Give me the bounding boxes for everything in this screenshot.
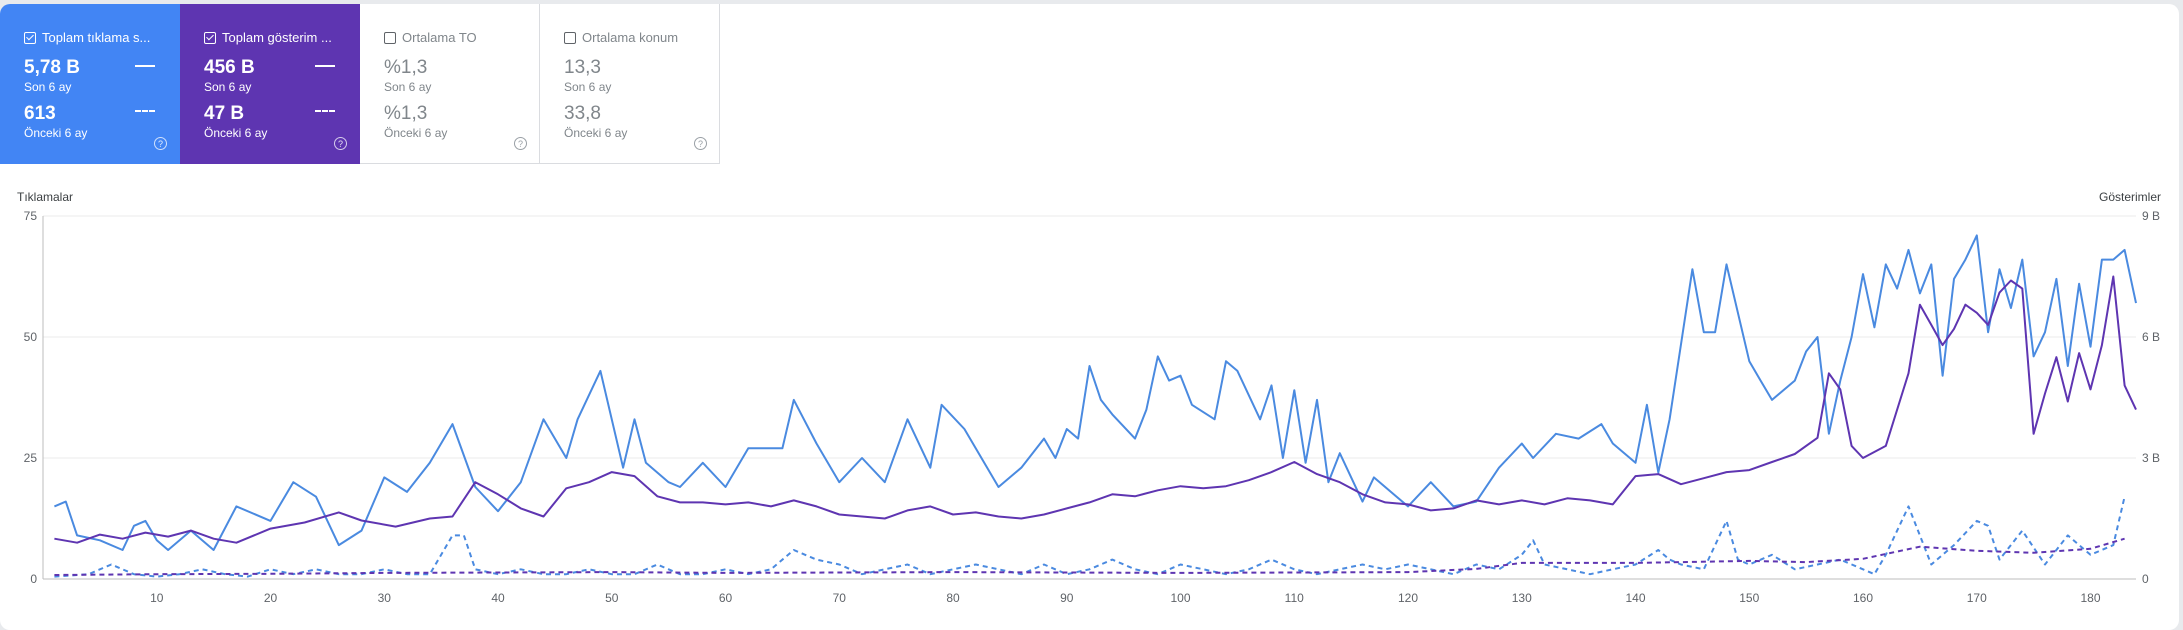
dashed-line-legend-icon: [135, 110, 155, 112]
previous-label: Önceki 6 ay: [24, 126, 88, 140]
x-axis-tick-label: 60: [719, 591, 733, 605]
previous-label: Önceki 6 ay: [384, 126, 448, 140]
checkbox-total-clicks[interactable]: [24, 31, 36, 44]
x-axis-tick-label: 10: [150, 591, 164, 605]
x-axis-tick-label: 140: [1625, 591, 1645, 605]
x-axis-tick-label: 150: [1739, 591, 1759, 605]
current-label: Son 6 ay: [564, 80, 612, 94]
current-value: 456 B: [204, 57, 255, 78]
card-header[interactable]: Toplam gösterim ...: [204, 30, 356, 45]
x-axis-tick-label: 110: [1285, 591, 1304, 605]
previous-metric: 33,8 Önceki 6 ay: [564, 103, 627, 141]
checkbox-average-ctr[interactable]: [384, 31, 396, 44]
x-axis-tick-label: 30: [378, 591, 392, 605]
right-axis-title: Gösterimler: [2098, 190, 2161, 204]
metric-cards: Toplam tıklama s... 5,78 B Son 6 ay 613 …: [0, 4, 720, 164]
card-title: Ortalama konum: [582, 30, 679, 45]
previous-metric: 47 B Önceki 6 ay: [204, 103, 267, 141]
previous-metric: 613 Önceki 6 ay: [24, 103, 87, 141]
card-title: Toplam tıklama s...: [42, 30, 151, 45]
previous-value: %1,3: [384, 103, 428, 124]
card-title: Toplam gösterim ...: [222, 30, 332, 45]
current-value: 13,3: [564, 57, 601, 78]
card-total-impressions[interactable]: Toplam gösterim ... 456 B Son 6 ay 47 B …: [180, 4, 360, 164]
checkbox-average-position[interactable]: [564, 31, 576, 44]
x-axis-tick-label: 160: [1853, 591, 1873, 605]
left-axis-title: Tıklamalar: [17, 190, 74, 204]
solid-line-legend-icon: [315, 65, 335, 67]
x-axis-tick-label: 130: [1512, 591, 1532, 605]
card-average-position[interactable]: Ortalama konum 13,3 Son 6 ay 33,8 Önceki…: [540, 4, 720, 164]
current-label: Son 6 ay: [384, 80, 432, 94]
current-metric: %1,3 Son 6 ay: [384, 57, 431, 95]
help-icon[interactable]: ?: [154, 137, 167, 150]
right-axis-tick-label: 9 B: [2142, 209, 2160, 223]
help-icon[interactable]: ?: [514, 137, 527, 150]
current-value: 5,78 B: [24, 57, 80, 78]
series-line-2: [54, 496, 2126, 578]
x-axis-tick-label: 80: [946, 591, 960, 605]
x-axis-tick-label: 50: [605, 591, 619, 605]
previous-label: Önceki 6 ay: [564, 126, 628, 140]
x-axis-tick-label: 100: [1170, 591, 1190, 605]
card-average-ctr[interactable]: Ortalama TO %1,3 Son 6 ay %1,3 Önceki 6 …: [360, 4, 540, 164]
current-metric: 13,3 Son 6 ay: [564, 57, 611, 95]
series-line-0: [54, 234, 2137, 551]
x-axis-tick-label: 40: [491, 591, 505, 605]
right-axis-tick-label: 0: [2142, 572, 2149, 586]
current-value: %1,3: [384, 57, 428, 78]
x-axis-tick-label: 20: [264, 591, 278, 605]
current-label: Son 6 ay: [204, 80, 252, 94]
x-axis-tick-label: 120: [1398, 591, 1418, 605]
help-icon[interactable]: ?: [694, 137, 707, 150]
series-line-3: [54, 537, 2125, 576]
previous-value: 613: [24, 103, 56, 124]
card-title: Ortalama TO: [402, 30, 477, 45]
current-metric: 5,78 B Son 6 ay: [24, 57, 80, 95]
left-axis-tick-label: 25: [24, 451, 38, 465]
previous-metric: %1,3 Önceki 6 ay: [384, 103, 447, 141]
performance-line-chart[interactable]: 0 25 50 75 0 3 B 6 B 9 B 10 20 30 40 50 60 70 80 90 100 11…: [0, 200, 2179, 630]
left-axis-tick-label: 75: [24, 209, 38, 223]
card-header[interactable]: Ortalama TO: [384, 30, 536, 45]
previous-value: 47 B: [204, 103, 245, 124]
x-axis-tick-label: 70: [833, 591, 847, 605]
previous-label: Önceki 6 ay: [204, 126, 268, 140]
card-header[interactable]: Toplam tıklama s...: [24, 30, 176, 45]
current-metric: 456 B Son 6 ay: [204, 57, 255, 95]
x-axis-tick-label: 170: [1967, 591, 1987, 605]
x-axis-tick-label: 90: [1060, 591, 1074, 605]
card-total-clicks[interactable]: Toplam tıklama s... 5,78 B Son 6 ay 613 …: [0, 4, 180, 164]
left-axis-tick-label: 50: [24, 330, 38, 344]
current-label: Son 6 ay: [24, 80, 72, 94]
dashed-line-legend-icon: [315, 110, 335, 112]
series-line-1: [54, 275, 2137, 544]
x-axis-tick-label: 180: [2080, 591, 2100, 605]
performance-panel: Toplam tıklama s... 5,78 B Son 6 ay 613 …: [0, 4, 2179, 630]
card-header[interactable]: Ortalama konum: [564, 30, 716, 45]
checkbox-total-impressions[interactable]: [204, 31, 216, 44]
help-icon[interactable]: ?: [334, 137, 347, 150]
right-axis-tick-label: 6 B: [2142, 330, 2160, 344]
previous-value: 33,8: [564, 103, 601, 124]
solid-line-legend-icon: [135, 65, 155, 67]
right-axis-tick-label: 3 B: [2142, 451, 2160, 465]
left-axis-tick-label: 0: [30, 572, 37, 586]
